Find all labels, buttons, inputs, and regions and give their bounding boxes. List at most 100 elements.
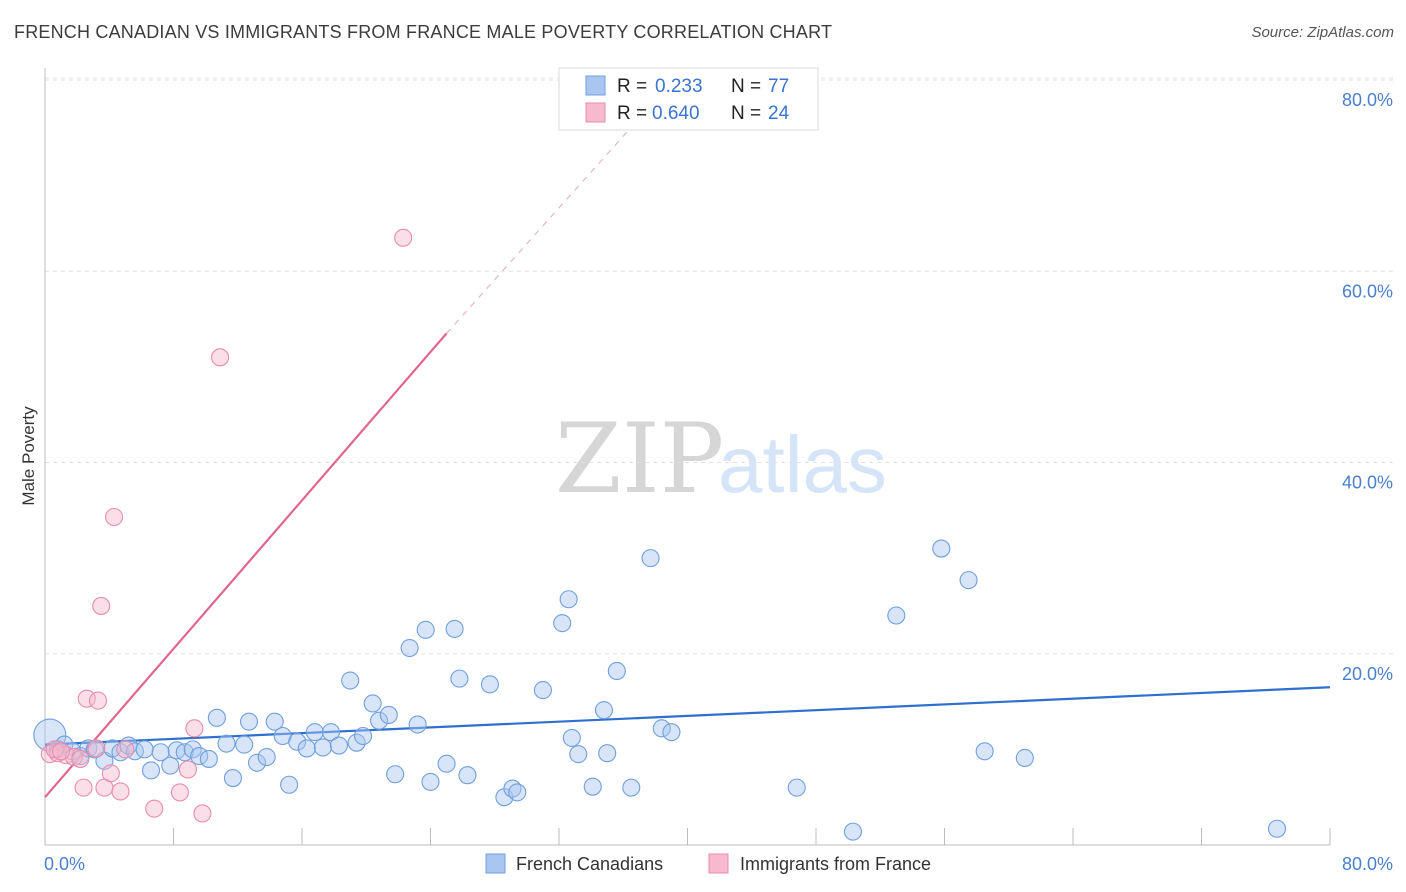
stats-legend: R = 0.233 N = 77 R = 0.640 N = 24 <box>558 67 819 131</box>
point-french-canadians <box>480 675 499 694</box>
point-immigrants-from-france <box>52 742 71 761</box>
point-french-canadians <box>421 772 440 791</box>
trend-line-2 <box>44 332 448 798</box>
point-french-canadians <box>559 590 578 609</box>
point-french-canadians <box>1015 748 1034 768</box>
x-tick-label: 80.0% <box>1342 854 1393 874</box>
legend-n-label-2: N = <box>731 103 761 124</box>
point-immigrants-from-france <box>111 782 130 801</box>
point-french-canadians <box>622 778 641 797</box>
point-french-canadians <box>641 549 660 568</box>
point-french-canadians <box>370 711 389 730</box>
legend-r-value-1: 0.233 <box>655 76 703 97</box>
y-tick-label: 20.0% <box>1342 664 1393 684</box>
point-immigrants-from-france <box>394 228 413 247</box>
legend-n-value-1: 77 <box>768 76 789 97</box>
point-french-canadians <box>379 705 398 725</box>
chart-title: FRENCH CANADIAN VS IMMIGRANTS FROM FRANC… <box>14 22 833 42</box>
point-french-canadians <box>598 744 617 763</box>
trend-lines <box>44 117 1331 798</box>
point-french-canadians <box>1267 819 1287 838</box>
bottom-legend-swatch-immigrants-from-france <box>708 853 729 874</box>
point-french-canadians <box>247 753 267 772</box>
point-french-canadians <box>458 766 477 785</box>
watermark-zip: ZIP <box>555 403 724 515</box>
point-french-canadians <box>313 738 332 757</box>
point-french-canadians <box>594 701 614 720</box>
point-immigrants-from-france <box>193 804 212 823</box>
point-french-canadians <box>329 736 348 755</box>
point-immigrants-from-france <box>185 719 204 738</box>
point-french-canadians <box>321 723 340 742</box>
legend-r-label-2: R = <box>617 103 647 124</box>
axes <box>44 68 1331 846</box>
bottom-legend-label-immigrants-from-france: Immigrants from France <box>740 854 931 874</box>
point-immigrants-from-france <box>88 691 108 710</box>
point-french-canadians <box>887 606 906 625</box>
point-french-canadians <box>235 735 254 754</box>
y-axis-label: Male Poverty <box>19 406 38 506</box>
point-french-canadians <box>508 783 527 802</box>
x-tick-labels: 0.0% 80.0% <box>44 854 1393 874</box>
point-french-canadians <box>280 775 299 794</box>
point-french-canadians <box>408 715 427 734</box>
point-immigrants-from-france <box>74 778 93 797</box>
legend-swatch-immigrants-from-france <box>585 102 606 123</box>
point-french-canadians <box>562 728 581 747</box>
point-immigrants-from-france <box>116 740 135 759</box>
point-french-canadians <box>161 756 180 775</box>
point-immigrants-from-france <box>145 799 164 818</box>
legend-r-label-1: R = <box>617 76 647 97</box>
point-immigrants-from-france <box>87 739 106 758</box>
legend-n-label-1: N = <box>731 76 761 97</box>
point-french-canadians <box>341 671 360 690</box>
point-french-canadians <box>207 708 226 727</box>
point-french-canadians <box>787 778 806 797</box>
point-french-canadians <box>265 712 284 731</box>
point-french-canadians <box>932 539 951 558</box>
point-immigrants-from-france <box>178 760 198 779</box>
legend-r-value-2: 0.640 <box>652 103 700 124</box>
point-french-canadians <box>135 740 154 759</box>
y-tick-label: 40.0% <box>1342 473 1393 493</box>
bottom-legend-label-french-canadians: French Canadians <box>516 854 663 874</box>
point-immigrants-from-france <box>105 507 124 527</box>
point-french-canadians <box>257 747 276 767</box>
point-immigrants-from-france <box>71 749 90 768</box>
point-french-canadians <box>199 749 218 768</box>
point-french-canadians <box>217 734 236 753</box>
point-french-canadians <box>533 681 552 700</box>
x-tick-label: 0.0% <box>44 854 85 874</box>
point-french-canadians <box>843 822 862 841</box>
point-french-canadians <box>183 740 202 759</box>
point-immigrants-from-france <box>101 764 120 783</box>
bottom-legend-swatch-french-canadians <box>485 853 506 874</box>
point-french-canadians <box>652 719 671 738</box>
series-legend: French Canadians Immigrants from France <box>485 853 931 874</box>
point-french-canadians <box>975 742 994 761</box>
point-immigrants-from-france <box>92 596 111 615</box>
data-points <box>33 228 1287 841</box>
point-french-canadians <box>437 754 456 773</box>
point-french-canadians <box>416 620 435 639</box>
point-french-canadians <box>151 743 170 762</box>
legend-swatch-french-canadians <box>585 75 606 96</box>
point-french-canadians <box>239 712 259 731</box>
point-immigrants-from-france <box>77 689 96 708</box>
point-immigrants-from-france <box>45 740 64 759</box>
point-french-canadians <box>347 733 366 752</box>
point-french-canadians <box>450 669 469 688</box>
point-french-canadians <box>305 723 324 742</box>
point-french-canadians <box>297 739 316 758</box>
point-french-canadians <box>445 619 464 638</box>
point-french-canadians <box>553 614 572 633</box>
point-french-canadians <box>223 769 242 788</box>
point-french-canadians <box>569 745 588 764</box>
point-french-canadians <box>959 571 978 590</box>
point-french-canadians <box>363 694 382 713</box>
point-french-canadians <box>353 726 373 746</box>
legend-n-value-2: 24 <box>768 103 790 124</box>
point-french-canadians <box>141 761 161 780</box>
point-french-canadians <box>288 732 307 751</box>
